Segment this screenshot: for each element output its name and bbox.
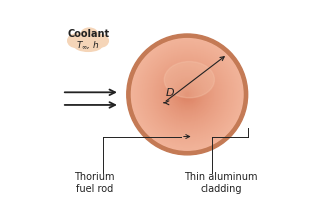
Circle shape — [142, 50, 232, 139]
Circle shape — [166, 73, 209, 116]
Circle shape — [164, 71, 211, 118]
Circle shape — [165, 72, 210, 117]
Circle shape — [153, 60, 222, 129]
Circle shape — [186, 93, 188, 95]
Circle shape — [175, 82, 199, 106]
Circle shape — [185, 92, 190, 97]
Circle shape — [173, 81, 201, 108]
Circle shape — [149, 56, 225, 132]
Circle shape — [163, 70, 211, 119]
Circle shape — [127, 34, 248, 155]
Circle shape — [180, 87, 195, 102]
Ellipse shape — [93, 34, 108, 47]
Text: Thorium
fuel rod: Thorium fuel rod — [74, 172, 115, 194]
Circle shape — [139, 46, 236, 143]
Circle shape — [151, 58, 224, 131]
Circle shape — [140, 47, 235, 142]
Circle shape — [131, 39, 243, 150]
Ellipse shape — [81, 28, 98, 41]
Circle shape — [156, 63, 219, 126]
Circle shape — [135, 42, 239, 146]
Circle shape — [144, 52, 230, 137]
Circle shape — [172, 80, 202, 109]
Circle shape — [156, 64, 218, 125]
Circle shape — [176, 83, 199, 106]
Ellipse shape — [68, 34, 86, 47]
Circle shape — [138, 45, 237, 144]
Circle shape — [160, 67, 214, 121]
Circle shape — [141, 48, 234, 141]
Text: Coolant: Coolant — [67, 29, 109, 39]
Circle shape — [174, 81, 200, 107]
Circle shape — [145, 53, 229, 136]
Circle shape — [178, 85, 197, 104]
Circle shape — [177, 84, 198, 105]
Text: $D$: $D$ — [165, 86, 175, 98]
Circle shape — [168, 75, 207, 114]
Circle shape — [170, 77, 205, 112]
Circle shape — [159, 67, 215, 122]
Text: $T_\infty$, h: $T_\infty$, h — [76, 39, 100, 51]
Circle shape — [181, 88, 194, 101]
Circle shape — [155, 62, 220, 127]
Circle shape — [182, 89, 193, 100]
Circle shape — [184, 91, 191, 98]
Ellipse shape — [164, 61, 215, 98]
Text: Thin aluminum
cladding: Thin aluminum cladding — [184, 172, 258, 194]
Circle shape — [132, 39, 242, 149]
Circle shape — [170, 78, 204, 111]
Circle shape — [133, 40, 241, 148]
Circle shape — [137, 44, 237, 145]
Circle shape — [134, 41, 240, 147]
Ellipse shape — [75, 40, 102, 51]
Circle shape — [179, 86, 196, 103]
Circle shape — [143, 51, 231, 138]
Circle shape — [158, 66, 216, 123]
Ellipse shape — [78, 32, 99, 45]
Circle shape — [185, 93, 189, 96]
Circle shape — [161, 68, 213, 120]
Circle shape — [167, 74, 208, 115]
Circle shape — [148, 55, 226, 134]
Circle shape — [154, 61, 221, 128]
Circle shape — [171, 79, 203, 110]
Circle shape — [152, 59, 223, 130]
Circle shape — [157, 65, 217, 124]
Circle shape — [162, 69, 212, 120]
Circle shape — [141, 49, 233, 140]
Circle shape — [169, 76, 206, 113]
Circle shape — [146, 53, 228, 135]
Circle shape — [136, 43, 238, 146]
Circle shape — [183, 90, 192, 99]
Circle shape — [147, 54, 227, 134]
Circle shape — [150, 57, 224, 132]
